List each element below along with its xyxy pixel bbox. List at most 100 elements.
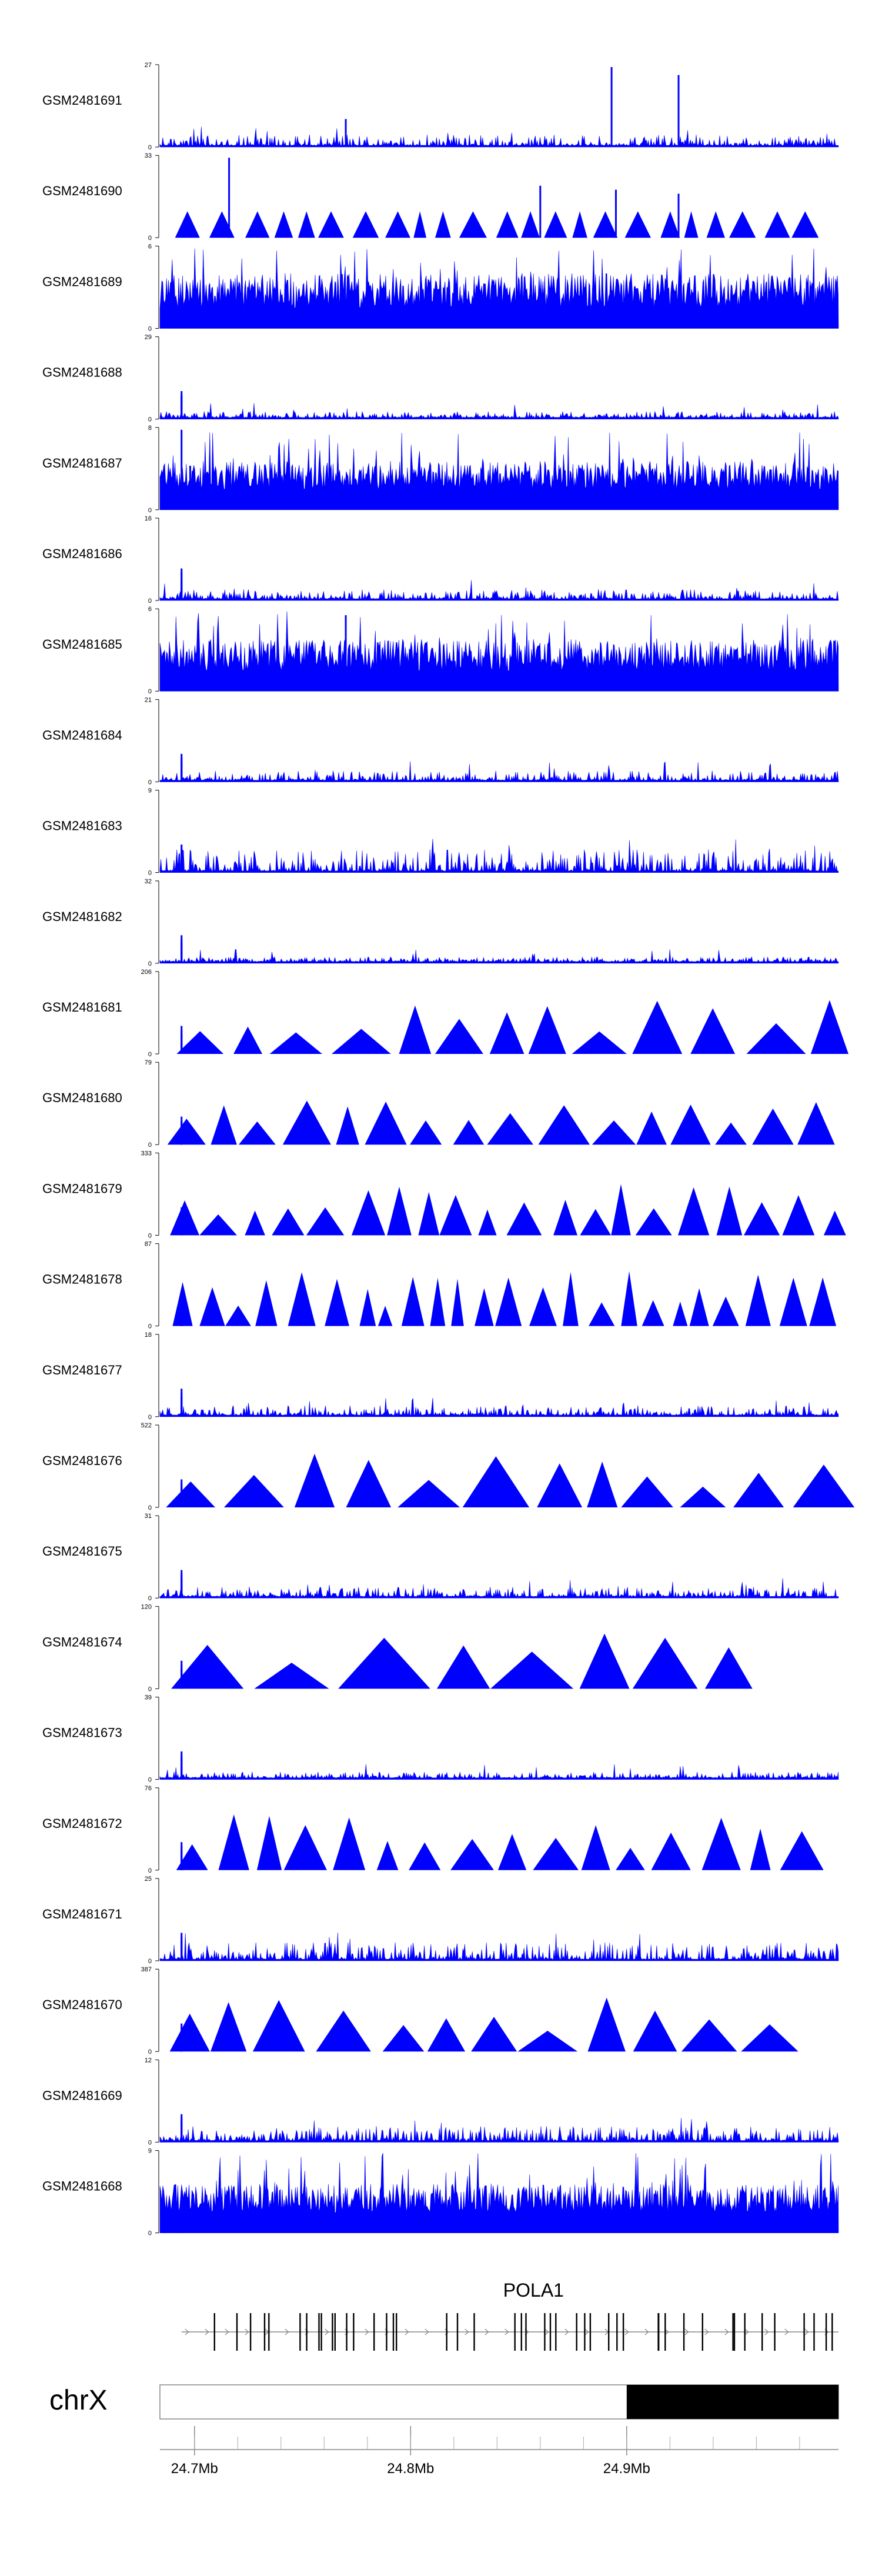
y-max-label: 25 [145, 1876, 152, 1883]
track-label: GSM2481691 [42, 93, 122, 108]
exon-block [544, 2313, 546, 2351]
y-min-label: 0 [148, 1232, 152, 1239]
exon-block [616, 2313, 618, 2351]
y-max-label: 9 [148, 788, 152, 795]
exon-block [236, 2313, 238, 2351]
track-label: GSM2481678 [42, 1272, 122, 1287]
track-GSM2481676: GSM2481676 522 0 [42, 1422, 855, 1511]
exon-block [732, 2313, 734, 2351]
exon-block [584, 2313, 586, 2351]
exon-block [334, 2313, 336, 2351]
signal-area [159, 1932, 839, 1961]
y-max-label: 387 [141, 1966, 152, 1973]
gene-track: POLA1 [181, 2280, 838, 2351]
exon-block [733, 2313, 736, 2351]
track-GSM2481688: GSM2481688 29 0 [42, 334, 839, 423]
track-label: GSM2481679 [42, 1181, 122, 1196]
exon-block [332, 2313, 333, 2351]
strand-arrow [664, 2328, 669, 2335]
y-min-label: 0 [148, 1777, 152, 1784]
track-GSM2481670: GSM2481670 387 0 [42, 1966, 838, 2056]
chromosome-ideogram: chrX [49, 2384, 839, 2420]
track-GSM2481691: GSM2481691 27 0 [42, 62, 839, 151]
exon-block [525, 2313, 527, 2351]
exon-block [761, 2313, 763, 2351]
exon-block [446, 2313, 447, 2351]
exon-block [249, 2313, 252, 2351]
track-GSM2481672: GSM2481672 76 0 [42, 1785, 838, 1874]
track-GSM2481678: GSM2481678 87 0 [42, 1241, 838, 1330]
strand-arrow [365, 2328, 369, 2335]
y-min-label: 0 [148, 507, 152, 514]
exon-block [683, 2313, 685, 2351]
signal-area [160, 1184, 846, 1236]
y-min-label: 0 [148, 688, 152, 695]
track-GSM2481671: GSM2481671 25 0 [42, 1876, 839, 1965]
track-label: GSM2481673 [42, 1726, 122, 1740]
y-max-label: 32 [145, 878, 152, 885]
exon-block [520, 2313, 522, 2351]
y-max-label: 29 [145, 334, 152, 341]
exon-block [608, 2313, 610, 2351]
y-max-label: 8 [148, 425, 152, 432]
exon-block [373, 2313, 375, 2351]
strand-arrow [724, 2328, 729, 2335]
track-GSM2481673: GSM2481673 39 0 [42, 1694, 839, 1784]
strand-arrow [185, 2328, 189, 2335]
track-GSM2481686: GSM2481686 16 0 [42, 515, 839, 605]
strand-arrow [205, 2328, 209, 2335]
strand-arrow [804, 2328, 809, 2335]
strand-arrow [405, 2328, 409, 2335]
exon-block [514, 2313, 516, 2351]
exon-block [299, 2313, 301, 2351]
track-GSM2481687: GSM2481687 8 0 [42, 425, 839, 514]
track-label: GSM2481681 [42, 1000, 122, 1015]
signal-area [159, 403, 839, 419]
track-label: GSM2481674 [42, 1634, 122, 1649]
exon-block [576, 2313, 577, 2351]
y-min-label: 0 [148, 779, 152, 786]
track-label: GSM2481672 [42, 1816, 122, 1831]
strand-arrow [425, 2328, 429, 2335]
track-label: GSM2481677 [42, 1363, 122, 1377]
strand-arrow [684, 2328, 689, 2335]
track-label: GSM2481690 [42, 183, 122, 198]
coverage-tracks: GSM2481691270GSM2481690330GSM248168960GS… [42, 62, 855, 2237]
y-max-label: 33 [145, 152, 152, 159]
strand-arrow [704, 2328, 709, 2335]
exon-block [825, 2313, 827, 2351]
exon-block [473, 2313, 475, 2351]
y-max-label: 39 [145, 1694, 152, 1701]
exon-block [386, 2313, 387, 2351]
track-label: GSM2481668 [42, 2179, 122, 2194]
y-max-label: 76 [145, 1785, 152, 1792]
y-max-label: 87 [145, 1241, 152, 1248]
y-min-label: 0 [148, 1595, 152, 1602]
y-min-label: 0 [148, 2230, 152, 2237]
y-min-label: 0 [148, 2048, 152, 2056]
y-max-label: 333 [141, 1150, 152, 1157]
signal-area [160, 211, 838, 238]
track-label: GSM2481686 [42, 546, 122, 561]
track-label: GSM2481685 [42, 637, 122, 652]
track-GSM2481680: GSM2481680 79 0 [42, 1059, 838, 1149]
signal-area [159, 126, 839, 148]
signal-area [160, 1997, 838, 2052]
exon-block [346, 2313, 348, 2351]
track-GSM2481682: GSM2481682 32 0 [42, 878, 839, 967]
exon-block [263, 2313, 266, 2351]
y-max-label: 79 [145, 1059, 152, 1066]
y-min-label: 0 [148, 325, 152, 332]
signal-area [159, 949, 839, 964]
track-GSM2481685: GSM2481685 6 0 [42, 606, 839, 695]
track-label: GSM2481684 [42, 728, 122, 742]
strand-arrow [624, 2328, 629, 2335]
y-max-label: 12 [145, 2057, 152, 2064]
strand-arrow [325, 2328, 329, 2335]
signal-area [159, 248, 839, 329]
strand-arrow [465, 2328, 469, 2335]
y-max-label: 206 [141, 969, 152, 976]
track-label: GSM2481688 [42, 365, 122, 380]
signal-area [160, 1100, 838, 1145]
y-min-label: 0 [148, 235, 152, 242]
